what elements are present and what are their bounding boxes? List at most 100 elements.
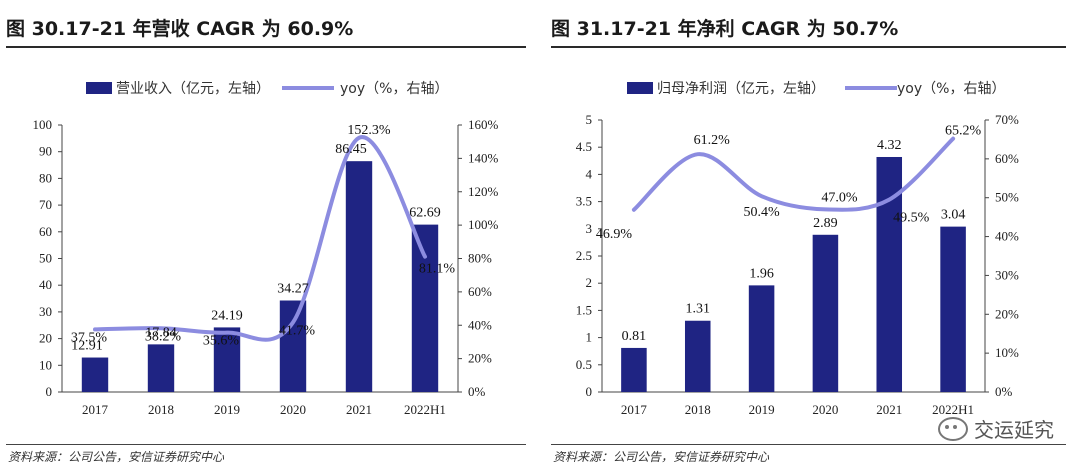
x-axis-tick-label: 2017	[621, 402, 648, 417]
yoy-value-label: 38.2%	[145, 329, 182, 344]
bar-value-label: 1.96	[749, 266, 774, 281]
title-rule	[6, 46, 526, 48]
right-axis-tick-label: 60%	[995, 151, 1019, 166]
bar	[621, 347, 647, 392]
right-axis-tick-label: 70%	[995, 112, 1019, 127]
bar	[748, 285, 775, 392]
yoy-value-label: 41.7%	[279, 323, 316, 338]
net-profit-chart-panel: 图 31.17-21 年净利 CAGR 为 50.7% 归母净利润（亿元，左轴）…	[545, 0, 1080, 466]
right-axis-tick-label: 20%	[468, 351, 492, 366]
left-axis-tick-label: 80	[39, 170, 52, 185]
revenue-chart-panel: 图 30.17-21 年营收 CAGR 为 60.9% 营业收入（亿元，左轴） y…	[6, 18, 526, 464]
watermark: 交运延究	[938, 414, 1054, 443]
source-rule	[6, 444, 526, 445]
bar-value-label: 0.81	[622, 329, 647, 344]
bar-value-label: 2.89	[813, 216, 838, 231]
bar	[345, 161, 373, 392]
x-axis-tick-label: 2021	[876, 402, 902, 417]
bar-value-label: 34.27	[277, 281, 309, 296]
left-axis-tick-label: 3	[586, 221, 593, 236]
left-axis-tick-label: 20	[39, 331, 52, 346]
left-axis-tick-label: 90	[39, 144, 52, 159]
yoy-value-label: 37.5%	[71, 330, 108, 345]
left-axis-tick-label: 0	[586, 384, 593, 399]
bar	[81, 357, 109, 392]
legend-label-line: yoy（%，右轴）	[897, 81, 1005, 97]
bar	[147, 344, 175, 392]
left-axis-tick-label: 3.5	[576, 194, 592, 209]
left-axis-tick-label: 4.5	[576, 139, 592, 154]
right-axis-tick-label: 50%	[995, 190, 1019, 205]
left-axis-tick-label: 2	[586, 275, 593, 290]
chart-title: 图 31.17-21 年净利 CAGR 为 50.7%	[551, 18, 899, 40]
title-rule	[551, 46, 1066, 48]
source-rule	[551, 444, 1066, 445]
chart-title: 图 30.17-21 年营收 CAGR 为 60.9%	[6, 18, 354, 40]
right-axis-tick-label: 100%	[468, 217, 499, 232]
yoy-value-label: 65.2%	[945, 124, 982, 139]
x-axis-tick-label: 2022H1	[404, 402, 446, 417]
left-axis-tick-label: 70	[39, 197, 52, 212]
x-axis-tick-label: 2019	[749, 402, 775, 417]
right-axis-tick-label: 40%	[995, 229, 1019, 244]
yoy-line	[93, 135, 427, 342]
bar-value-label: 3.04	[941, 208, 966, 223]
bar-value-label: 24.19	[211, 308, 243, 323]
revenue-chart: 营业收入（亿元，左轴） yoy（%，右轴） 0 10 20 30 40 50 60 70 80 90 1…	[33, 81, 499, 417]
left-axis-tick-label: 2.5	[576, 248, 592, 263]
x-axis-tick-label: 2020	[812, 402, 838, 417]
watermark-text: 交运延究	[974, 418, 1054, 442]
right-axis-tick-label: 140%	[468, 150, 499, 165]
left-axis-tick-label: 100	[33, 117, 53, 132]
wechat-icon	[938, 416, 968, 441]
x-axis-tick-label: 2019	[214, 402, 240, 417]
left-axis-tick-label: 0	[46, 384, 53, 399]
yoy-value-label: 152.3%	[347, 123, 391, 138]
yoy-line	[631, 136, 956, 212]
right-axis-tick-label: 30%	[995, 267, 1019, 282]
bar	[812, 234, 839, 392]
left-axis-tick-label: 5	[586, 112, 593, 127]
left-axis-tick-label: 0.5	[576, 357, 592, 372]
right-axis-tick-label: 20%	[995, 306, 1019, 321]
source-note: 资料来源：公司公告，安信证券研究中心	[8, 450, 225, 464]
right-axis-tick-label: 40%	[468, 317, 492, 332]
right-axis-tick-label: 120%	[468, 184, 499, 199]
bar	[279, 300, 307, 392]
yoy-value-label: 47.0%	[821, 190, 858, 205]
legend-swatch-bar	[86, 82, 112, 94]
x-axis-tick-label: 2022H1	[932, 402, 974, 417]
x-axis-tick-label: 2018	[148, 402, 174, 417]
bar	[940, 226, 966, 392]
right-axis-tick-label: 160%	[468, 117, 499, 132]
right-axis-tick-label: 60%	[468, 284, 492, 299]
legend-label-line: yoy（%，右轴）	[340, 81, 448, 97]
bar	[684, 320, 711, 392]
left-axis-tick-label: 1.5	[576, 302, 592, 317]
bar	[213, 327, 241, 392]
yoy-value-label: 35.6%	[203, 334, 240, 349]
bar-value-label: 17.84	[145, 325, 177, 340]
net-profit-chart: 归母净利润（亿元，左轴） yoy（%，右轴） 0 0.5 1 1.5 2 2.5 3 3.5 4 4.…	[576, 80, 1019, 417]
bar-value-label: 62.69	[409, 206, 441, 221]
left-axis-tick-label: 40	[39, 277, 52, 292]
yoy-value-label: 49.5%	[893, 211, 930, 226]
right-axis-tick-label: 0%	[468, 384, 486, 399]
legend-label-bar: 归母净利润（亿元，左轴）	[657, 80, 825, 97]
yoy-value-label: 61.2%	[694, 133, 731, 148]
bar-value-label: 4.32	[877, 138, 902, 153]
bar-value-label: 1.31	[686, 302, 711, 317]
right-axis-tick-label: 80%	[468, 251, 492, 266]
bar-value-label: 86.45	[335, 142, 367, 157]
legend-swatch-bar	[627, 82, 653, 94]
right-axis-tick-label: 10%	[995, 345, 1019, 360]
source-note: 资料来源：公司公告，安信证券研究中心	[553, 450, 770, 464]
left-axis-tick-label: 60	[39, 224, 52, 239]
bar	[411, 224, 439, 392]
yoy-value-label: 50.4%	[743, 205, 780, 220]
legend-label-bar: 营业收入（亿元，左轴）	[116, 81, 270, 97]
x-axis-tick-label: 2017	[82, 402, 109, 417]
right-axis-tick-label: 0%	[995, 384, 1013, 399]
left-axis-tick-label: 4	[586, 166, 593, 181]
x-axis-tick-label: 2020	[280, 402, 306, 417]
